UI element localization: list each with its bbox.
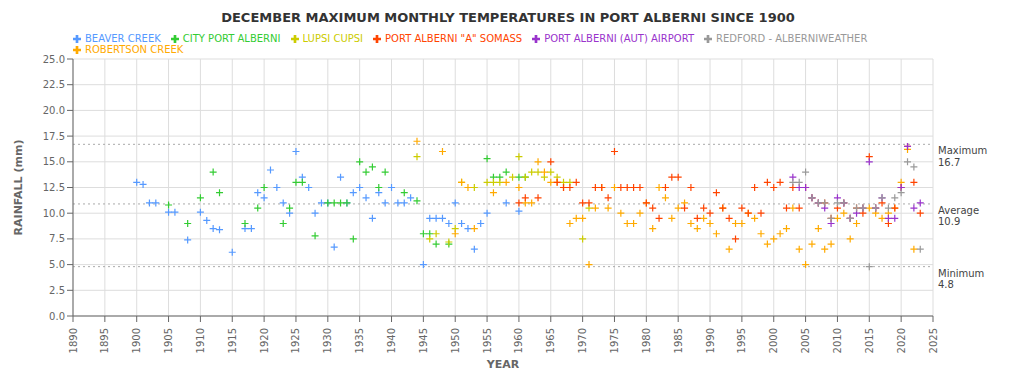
svg-text:2.5: 2.5 [49, 285, 65, 296]
svg-text:1995: 1995 [736, 328, 747, 353]
svg-text:1975: 1975 [609, 328, 620, 353]
svg-text:1940: 1940 [386, 328, 397, 353]
html-text:CITY PORT ALBERNI: CITY PORT ALBERNI [182, 33, 281, 44]
svg-text:1920: 1920 [259, 328, 270, 353]
html-text:PORT ALBERNI (AUT) AIRPORT: PORT ALBERNI (AUT) AIRPORT [544, 33, 694, 44]
svg-text:2010: 2010 [832, 328, 843, 353]
svg-text:1915: 1915 [227, 328, 238, 353]
html-text:DECEMBER MAXIMUM MONTHLY TEMPE: DECEMBER MAXIMUM MONTHLY TEMPERATURES IN… [221, 10, 795, 25]
svg-text:22.5: 22.5 [43, 79, 65, 90]
svg-text:1955: 1955 [482, 328, 493, 353]
svg-text:1910: 1910 [195, 328, 206, 353]
html-text:REDFORD - ALBERNIWEATHER: REDFORD - ALBERNIWEATHER [716, 33, 868, 44]
svg-text:1905: 1905 [163, 328, 174, 353]
svg-text:1900: 1900 [131, 328, 142, 353]
svg-text:2025: 2025 [928, 328, 939, 353]
svg-text:1935: 1935 [354, 328, 365, 353]
html-text:LUPSI CUPSI: LUPSI CUPSI [302, 33, 363, 44]
svg-text:1965: 1965 [545, 328, 556, 353]
svg-text:1930: 1930 [322, 328, 333, 353]
svg-text:Maximum16.7: Maximum16.7 [938, 145, 987, 168]
svg-text:2000: 2000 [768, 328, 779, 353]
html-text:BEAVER CREEK: BEAVER CREEK [85, 33, 161, 44]
svg-text:Minimum4.8: Minimum4.8 [938, 268, 984, 291]
svg-text:1985: 1985 [673, 328, 684, 353]
html-text:ROBERTSON CREEK: ROBERTSON CREEK [85, 44, 184, 55]
svg-text:1925: 1925 [290, 328, 301, 353]
svg-text:12.5: 12.5 [43, 182, 65, 193]
svg-text:7.5: 7.5 [49, 233, 65, 244]
svg-text:1890: 1890 [68, 328, 79, 353]
html-text:PORT ALBERNI "A" SOMASS: PORT ALBERNI "A" SOMASS [385, 33, 523, 44]
svg-text:25.0: 25.0 [43, 54, 65, 65]
svg-text:1970: 1970 [577, 328, 588, 353]
svg-text:10.0: 10.0 [43, 208, 65, 219]
svg-text:5.0: 5.0 [49, 259, 65, 270]
svg-text:0.0: 0.0 [49, 311, 65, 322]
svg-text:RAINFALL (mm): RAINFALL (mm) [12, 140, 25, 236]
svg-text:1960: 1960 [513, 328, 524, 353]
svg-text:17.5: 17.5 [43, 131, 65, 142]
svg-text:1980: 1980 [641, 328, 652, 353]
svg-text:2015: 2015 [864, 328, 875, 353]
svg-text:2005: 2005 [800, 328, 811, 353]
svg-text:1895: 1895 [99, 328, 110, 353]
svg-text:1950: 1950 [450, 328, 461, 353]
svg-text:1945: 1945 [418, 328, 429, 353]
svg-text:2020: 2020 [896, 328, 907, 353]
svg-text:Average10.9: Average10.9 [938, 205, 979, 228]
svg-text:15.0: 15.0 [43, 156, 65, 167]
svg-text:1990: 1990 [705, 328, 716, 353]
svg-text:YEAR: YEAR [486, 358, 520, 371]
svg-text:20.0: 20.0 [43, 105, 65, 116]
